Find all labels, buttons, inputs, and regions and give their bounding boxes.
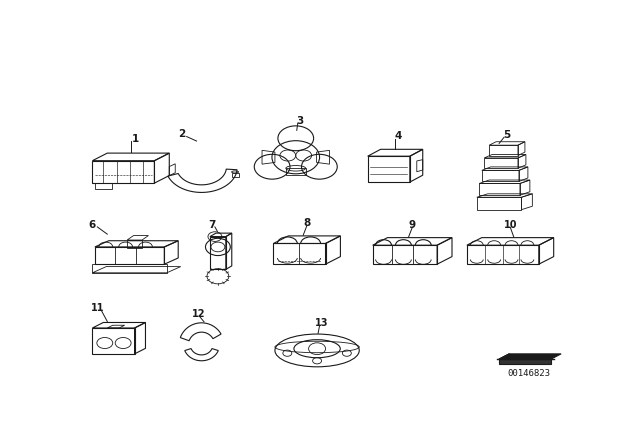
- Text: 8: 8: [303, 218, 310, 228]
- Text: 9: 9: [409, 220, 416, 229]
- Text: 6: 6: [89, 220, 96, 229]
- Polygon shape: [499, 359, 551, 364]
- Text: 11: 11: [91, 303, 104, 313]
- Text: 1: 1: [132, 134, 140, 144]
- Text: 00146823: 00146823: [508, 370, 550, 379]
- Text: 3: 3: [296, 116, 303, 126]
- Polygon shape: [499, 354, 561, 359]
- Text: 7: 7: [209, 220, 216, 229]
- Text: 5: 5: [503, 130, 510, 140]
- Text: 2: 2: [178, 129, 186, 139]
- Text: 13: 13: [316, 318, 329, 328]
- Text: 12: 12: [192, 309, 206, 319]
- Text: 4: 4: [394, 131, 401, 141]
- Text: 10: 10: [504, 220, 517, 229]
